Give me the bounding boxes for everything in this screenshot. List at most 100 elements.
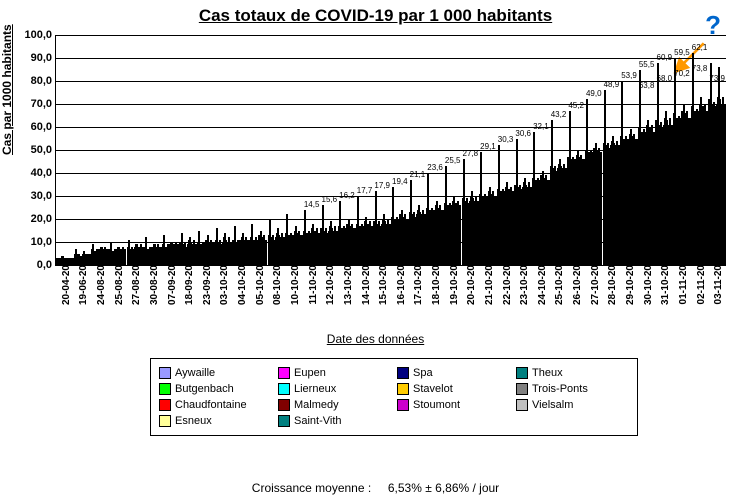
legend-swatch: [516, 399, 528, 411]
bar-top-label: 73,8: [692, 64, 708, 73]
bar-group: 48,928-10-20: [603, 35, 621, 265]
legend-label: Esneux: [175, 415, 212, 427]
bar-group: 59,570,201-11-20: [673, 35, 691, 265]
bar-group: 10-10-20: [285, 35, 303, 265]
bar-data-label: 32,1: [533, 122, 549, 131]
x-tick-label: 05-10-20: [255, 265, 266, 305]
x-tick-label: 18-10-20: [431, 265, 442, 305]
legend-swatch: [159, 367, 171, 379]
bar-data-label: 30,6: [515, 129, 531, 138]
legend-label: Spa: [413, 367, 433, 379]
x-tick-label: 24-08-20: [96, 265, 107, 305]
bar-group: 73,903-11-20: [708, 35, 726, 265]
bar-data-label: 48,9: [604, 80, 620, 89]
legend-label: Vielsalm: [532, 399, 573, 411]
bar-data-label: 17,7: [357, 186, 373, 195]
bar-data-label: 17,9: [374, 181, 390, 190]
bar-group: 25,519-10-20: [444, 35, 462, 265]
x-tick-label: 19-06-20: [78, 265, 89, 305]
legend-item: Butgenbach: [159, 381, 272, 397]
y-tick-label: 30,0: [31, 190, 52, 202]
bar-top-label: 73,9: [709, 74, 725, 83]
x-axis-label: Date des données: [0, 332, 751, 346]
x-tick-label: 21-10-20: [484, 265, 495, 305]
bar-group: 16,213-10-20: [338, 35, 356, 265]
bar-group: 03-10-20: [215, 35, 233, 265]
legend-swatch: [159, 399, 171, 411]
legend-swatch: [516, 367, 528, 379]
bar-data-label: 15,6: [321, 195, 337, 204]
legend-swatch: [516, 383, 528, 395]
bar-group: 24-08-20: [91, 35, 109, 265]
x-tick-label: 16-10-20: [396, 265, 407, 305]
y-tick-label: 60,0: [31, 121, 52, 133]
bar-group: 19,416-10-20: [391, 35, 409, 265]
y-tick-label: 100,0: [24, 29, 52, 41]
legend-item: Esneux: [159, 413, 272, 429]
x-tick-label: 04-10-20: [237, 265, 248, 305]
bar-data-label: 43,2: [551, 110, 567, 119]
bar-group: 14,511-10-20: [303, 35, 321, 265]
x-tick-label: 29-10-20: [625, 265, 636, 305]
legend-item: Trois-Ponts: [516, 381, 629, 397]
bar-data-label: 45,2: [568, 101, 584, 110]
bar: [724, 104, 726, 265]
legend-swatch: [159, 383, 171, 395]
bar-group: 20-04-20: [56, 35, 74, 265]
x-tick-label: 11-10-20: [308, 265, 319, 304]
bar-group: 53,929-10-20: [620, 35, 638, 265]
bar-data-label: 53,9: [621, 71, 637, 80]
x-tick-label: 07-09-20: [167, 265, 178, 305]
legend-item: Malmedy: [278, 397, 391, 413]
x-tick-label: 03-11-20: [713, 265, 724, 304]
y-tick-label: 0,0: [37, 259, 52, 271]
bar-group: 04-10-20: [232, 35, 250, 265]
y-tick-label: 50,0: [31, 144, 52, 156]
x-tick-label: 30-10-20: [643, 265, 654, 305]
bar-data-label: 27,8: [463, 149, 479, 158]
legend-swatch: [159, 415, 171, 427]
bar-group: 23-09-20: [197, 35, 215, 265]
legend-label: Malmedy: [294, 399, 339, 411]
y-axis-label: Cas par 1000 habitants: [0, 24, 14, 155]
x-tick-label: 12-10-20: [325, 265, 336, 305]
bar-group: 07-09-20: [162, 35, 180, 265]
bar-group: 18-09-20: [179, 35, 197, 265]
bar-data-label: 55,5: [639, 60, 655, 69]
x-tick-label: 15-10-20: [378, 265, 389, 305]
bar-group: 17,915-10-20: [373, 35, 391, 265]
x-tick-label: 14-10-20: [361, 265, 372, 305]
legend-item: Theux: [516, 365, 629, 381]
bar-group: 55,563,830-10-20: [638, 35, 656, 265]
y-tick-label: 70,0: [31, 98, 52, 110]
legend-swatch: [278, 383, 290, 395]
x-tick-label: 22-10-20: [502, 265, 513, 305]
legend-swatch: [397, 367, 409, 379]
bar-data-label: 23,6: [427, 163, 443, 172]
x-tick-label: 28-10-20: [607, 265, 618, 305]
bar-data-label: 49,0: [586, 89, 602, 98]
chart-plot-area: 0,010,020,030,040,050,060,070,080,090,01…: [55, 35, 726, 266]
bar-group: 43,225-10-20: [550, 35, 568, 265]
legend-item: Stoumont: [397, 397, 510, 413]
bar-group: 21,117-10-20: [409, 35, 427, 265]
legend-swatch: [397, 399, 409, 411]
y-tick-label: 90,0: [31, 52, 52, 64]
bar-group: 05-10-20: [250, 35, 268, 265]
x-tick-label: 18-09-20: [184, 265, 195, 305]
y-tick-label: 40,0: [31, 167, 52, 179]
bar-group: 32,124-10-20: [532, 35, 550, 265]
x-tick-label: 01-11-20: [678, 265, 689, 304]
x-tick-label: 10-10-20: [290, 265, 301, 305]
bar-group: 08-10-20: [268, 35, 286, 265]
x-tick-label: 26-10-20: [572, 265, 583, 305]
y-tick-label: 20,0: [31, 213, 52, 225]
bar-data-label: 16,2: [339, 191, 355, 200]
legend-label: Butgenbach: [175, 383, 234, 395]
legend-item: Lierneux: [278, 381, 391, 397]
x-tick-label: 30-08-20: [149, 265, 160, 305]
x-tick-label: 23-10-20: [519, 265, 530, 305]
legend-label: Trois-Ponts: [532, 383, 588, 395]
growth-label: Croissance moyenne :: [252, 481, 371, 495]
x-tick-label: 23-09-20: [202, 265, 213, 305]
